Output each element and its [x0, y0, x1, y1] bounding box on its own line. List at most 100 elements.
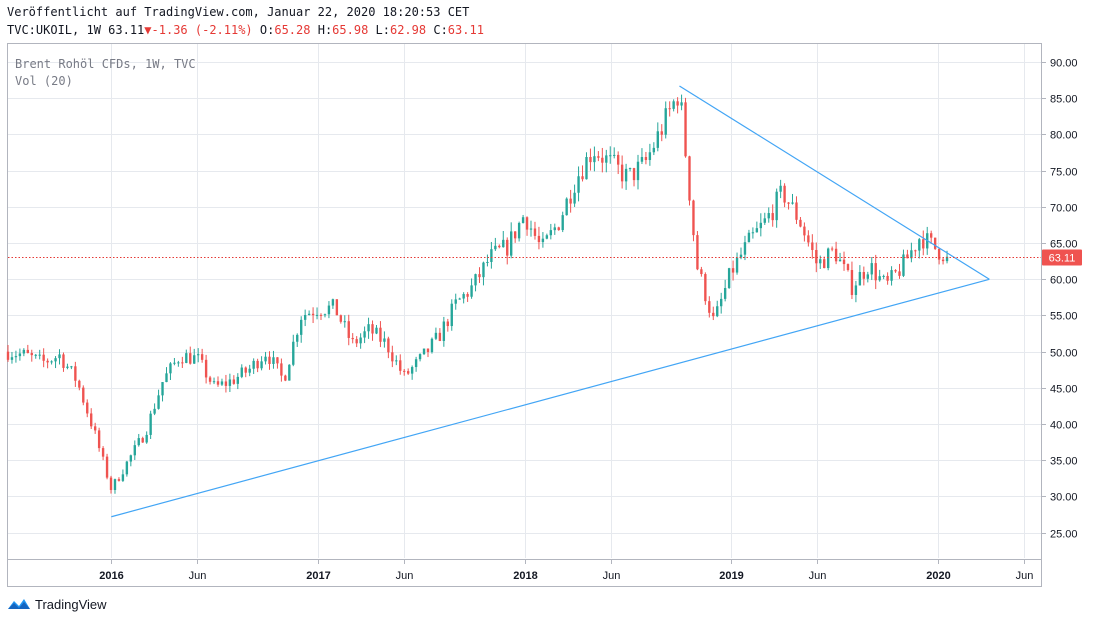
candle-body: [716, 306, 719, 317]
candle-body: [561, 215, 564, 231]
price-chart[interactable]: 25.00 30.00 35.00 40.00 45.00 50.00 55.00 60.00…: [0, 0, 1100, 592]
candle-body: [870, 263, 873, 275]
candle-body: [759, 222, 763, 229]
candle-body: [866, 274, 869, 279]
candle-body: [529, 228, 533, 230]
candle-body: [735, 257, 739, 273]
candle-body: [502, 239, 505, 248]
high-label: H:: [317, 23, 333, 37]
y-tick-label: 55.00: [1050, 311, 1078, 323]
candle-body: [811, 242, 814, 250]
candle-body: [482, 262, 485, 278]
candle-body: [593, 156, 596, 163]
candle-body: [145, 434, 148, 443]
candle-body: [58, 354, 61, 359]
candle-body: [403, 370, 406, 372]
candle-body: [941, 259, 945, 262]
trend-line[interactable]: [111, 278, 990, 518]
candle-body: [723, 288, 727, 299]
candle-body: [414, 359, 418, 368]
candle-body: [327, 305, 331, 315]
candle-body: [858, 272, 862, 286]
close-label: C:: [433, 23, 448, 37]
candle-body: [795, 202, 798, 220]
candle-body: [177, 362, 180, 364]
candle-body: [248, 368, 251, 373]
candle-body: [743, 242, 747, 255]
last-price-tag: [1042, 249, 1082, 266]
x-tick-label: 2017: [306, 570, 330, 582]
candle-body: [933, 237, 937, 249]
candle-body: [406, 371, 410, 374]
symbol-price: TVC:UKOIL, 1W 63.11: [7, 23, 145, 37]
close-value: 63.11: [447, 23, 484, 37]
candle-body: [878, 276, 881, 281]
candle-body: [521, 217, 525, 223]
candle-body: [204, 359, 208, 378]
x-tick-label: Jun: [1016, 570, 1034, 582]
candle-body: [212, 381, 216, 383]
candle-body: [628, 168, 632, 170]
candle-body: [803, 226, 806, 236]
candle-body: [256, 360, 259, 369]
candle-body: [565, 198, 568, 216]
tradingview-logo[interactable]: TradingView: [7, 596, 107, 612]
trend-line[interactable]: [679, 85, 990, 280]
candle-body: [830, 248, 834, 250]
candle-body: [343, 321, 346, 323]
candle-body: [902, 254, 905, 276]
candle-body: [438, 332, 442, 341]
candlestick-series: [6, 94, 949, 494]
symbol-info: TVC:UKOIL, 1W 63.11▼-1.36 (-2.11%) O:65.…: [7, 23, 484, 37]
candle-body: [605, 155, 608, 163]
y-tick-label: 75.00: [1050, 167, 1078, 179]
trend-lines[interactable]: [111, 85, 990, 518]
candle-body: [78, 380, 81, 388]
candle-body: [280, 363, 283, 376]
candle-body: [640, 157, 644, 162]
candle-body: [224, 381, 228, 386]
candle-body: [787, 202, 790, 204]
candle-body: [173, 362, 176, 364]
candle-body: [200, 354, 204, 360]
candle-body: [26, 349, 29, 354]
candle-body: [216, 381, 220, 385]
y-tick-label: 90.00: [1050, 58, 1078, 70]
candle-body: [50, 361, 53, 363]
candle-body: [303, 314, 307, 320]
candle-body: [54, 358, 57, 362]
candle-body: [573, 192, 576, 204]
candle-body: [609, 155, 612, 157]
price-axis: 25.00 30.00 35.00 40.00 45.00 50.00 55.00 60.00…: [1041, 58, 1078, 541]
high-value: 65.98: [332, 23, 369, 37]
candle-body: [458, 298, 461, 300]
candle-body: [311, 313, 315, 316]
series-legend: Brent Rohöl CFDs, 1W, TVC: [15, 57, 196, 71]
candle-body: [387, 338, 390, 353]
published-info: Veröffentlicht auf TradingView.com, Janu…: [7, 5, 470, 19]
candle-body: [351, 337, 354, 340]
candle-body: [846, 264, 850, 271]
candle-body: [937, 248, 941, 260]
candle-body: [664, 108, 667, 135]
candle-body: [446, 321, 449, 327]
time-axis: 2016 Jun 2017 Jun 2018 Jun 2019 Jun 2020 Jun: [99, 559, 1033, 582]
candle-body: [854, 285, 858, 295]
candle-body: [22, 349, 26, 354]
candle-body: [252, 360, 255, 369]
candle-body: [90, 413, 93, 427]
candle-body: [648, 152, 652, 161]
candle-body: [720, 298, 723, 307]
x-tick-label: Jun: [189, 570, 207, 582]
candle-body: [165, 373, 168, 383]
candle-body: [585, 156, 588, 180]
candle-body: [597, 156, 600, 158]
candle-body: [700, 269, 703, 275]
candle-body: [656, 131, 659, 148]
open-value: 65.28: [274, 23, 311, 37]
candle-body: [850, 270, 854, 295]
candle-body: [581, 176, 584, 180]
candle-body: [712, 312, 715, 317]
candle-body: [517, 222, 521, 239]
candle-body: [874, 263, 877, 281]
